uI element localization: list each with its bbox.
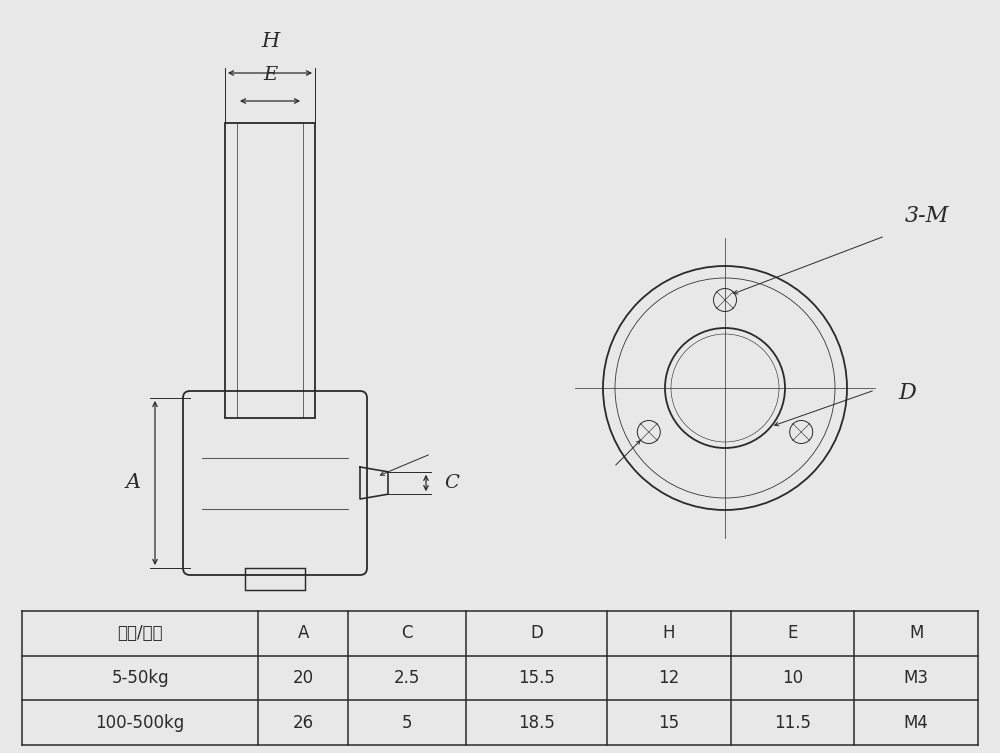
Text: E: E: [263, 66, 277, 84]
Text: 100-500kg: 100-500kg: [95, 714, 185, 732]
Bar: [245, 568, 305, 590]
Text: C: C: [444, 474, 459, 492]
Text: D: D: [530, 624, 543, 642]
Text: 2.5: 2.5: [394, 669, 420, 687]
Text: 18.5: 18.5: [518, 714, 555, 732]
Text: 26: 26: [293, 714, 314, 732]
Text: 量程/尺寸: 量程/尺寸: [117, 624, 163, 642]
Text: 15.5: 15.5: [518, 669, 555, 687]
Text: D: D: [898, 382, 916, 404]
Text: E: E: [787, 624, 798, 642]
Text: H: H: [261, 32, 279, 51]
Text: H: H: [662, 624, 675, 642]
Text: 15: 15: [658, 714, 679, 732]
Text: M: M: [909, 624, 923, 642]
Text: 11.5: 11.5: [774, 714, 811, 732]
Text: 20: 20: [293, 669, 314, 687]
Text: 5: 5: [402, 714, 412, 732]
Text: 12: 12: [658, 669, 679, 687]
Text: 10: 10: [782, 669, 803, 687]
Text: A: A: [297, 624, 309, 642]
Text: 3-M: 3-M: [905, 205, 949, 227]
Text: M3: M3: [904, 669, 929, 687]
Text: 5-50kg: 5-50kg: [111, 669, 169, 687]
Bar: [225, 123, 315, 418]
Text: C: C: [401, 624, 413, 642]
Text: M4: M4: [904, 714, 929, 732]
Text: A: A: [125, 474, 141, 492]
